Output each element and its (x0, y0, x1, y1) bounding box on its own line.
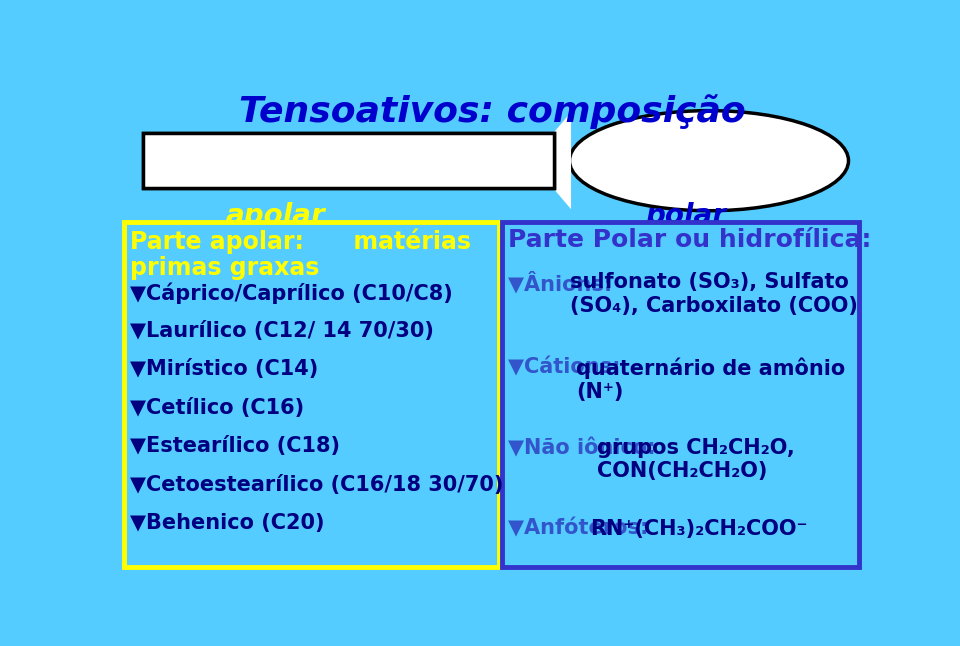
Text: Parte apolar:      matérias: Parte apolar: matérias (130, 229, 471, 254)
Text: ▼Cátions:: ▼Cátions: (508, 357, 628, 377)
Text: quaternário de amônio
(N⁺): quaternário de amônio (N⁺) (576, 357, 846, 402)
Text: Tensoativos: composição: Tensoativos: composição (239, 94, 745, 129)
Text: apolar: apolar (226, 202, 324, 230)
FancyBboxPatch shape (143, 133, 554, 189)
Ellipse shape (569, 110, 849, 211)
Text: ▼Cáprico/Caprílico (C10/C8): ▼Cáprico/Caprílico (C10/C8) (130, 282, 453, 304)
Text: ▼Behenico (C20): ▼Behenico (C20) (130, 514, 324, 534)
Text: ▼Mirístico (C14): ▼Mirístico (C14) (130, 359, 319, 379)
Text: ▼Anfóteros:: ▼Anfóteros: (508, 519, 656, 539)
Text: grupos CH₂CH₂O,
CON(CH₂CH₂O): grupos CH₂CH₂O, CON(CH₂CH₂O) (597, 438, 795, 481)
Text: ▼Não iônico:: ▼Não iônico: (508, 438, 663, 458)
Text: ▼Cetoestearílico (C16/18 30/70): ▼Cetoestearílico (C16/18 30/70) (130, 475, 503, 495)
Text: polar: polar (645, 202, 726, 230)
FancyBboxPatch shape (143, 133, 554, 189)
Polygon shape (554, 112, 571, 209)
Text: primas graxas: primas graxas (130, 256, 320, 280)
Text: ▼Ânions:: ▼Ânions: (508, 273, 620, 295)
Text: ▼Laurílico (C12/ 14 70/30): ▼Laurílico (C12/ 14 70/30) (130, 321, 434, 341)
FancyBboxPatch shape (502, 222, 858, 567)
FancyBboxPatch shape (124, 222, 499, 567)
Text: RN⁺(CH₃)₂CH₂COO⁻: RN⁺(CH₃)₂CH₂COO⁻ (590, 519, 807, 539)
Text: Parte Polar ou hidrofílica:: Parte Polar ou hidrofílica: (508, 229, 872, 253)
Text: sulfonato (SO₃), Sulfato
(SO₄), Carboxilato (COO): sulfonato (SO₃), Sulfato (SO₄), Carboxil… (569, 273, 857, 315)
Text: ▼Cetílico (C16): ▼Cetílico (C16) (130, 398, 304, 418)
Text: ▼Estearílico (C18): ▼Estearílico (C18) (130, 436, 340, 456)
